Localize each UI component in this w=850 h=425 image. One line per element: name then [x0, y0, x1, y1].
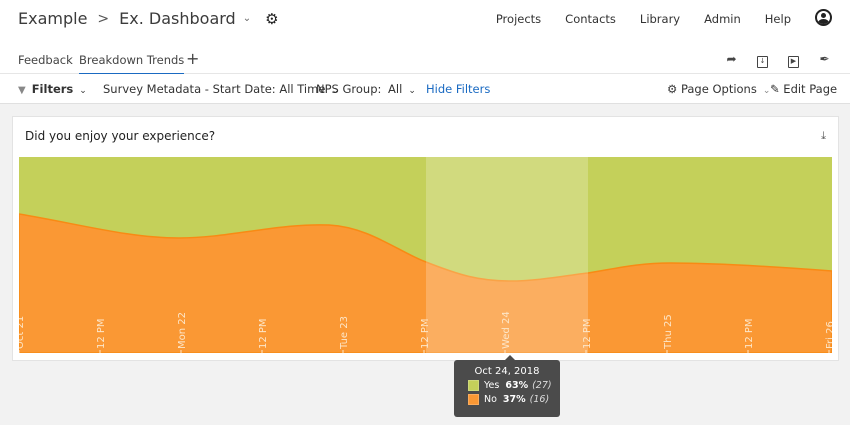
tooltip-count: (16)	[529, 394, 550, 405]
page-options-label: Page Options	[680, 82, 757, 96]
tooltip-count: (27)	[532, 380, 552, 391]
nav-admin[interactable]: Admin	[704, 12, 741, 26]
x-label: 12 PM	[96, 318, 107, 349]
edit-page-button[interactable]: ✎ Edit Page	[770, 82, 837, 96]
x-label: Fri 26	[825, 321, 832, 349]
funnel-icon: ▼	[18, 85, 26, 96]
x-label: 12 PM	[744, 318, 755, 349]
x-label: Wed 24	[501, 311, 512, 349]
nps-group-value: All	[388, 82, 403, 96]
edit-page-label: Edit Page	[783, 82, 838, 96]
x-label: Tue 23	[339, 316, 350, 350]
paint-brush-icon[interactable]: ✒	[819, 52, 830, 66]
chevron-down-icon: ⌄	[331, 86, 339, 96]
gear-icon: ⚙	[667, 82, 678, 96]
user-account-icon[interactable]	[815, 9, 832, 26]
tab-breakdown-trends[interactable]: Breakdown Trends	[79, 53, 185, 75]
chart-tooltip: Oct 24, 2018 Yes 63% (27) No 37% (16)	[454, 355, 560, 417]
add-tab-button[interactable]: +	[186, 49, 200, 68]
breadcrumb-separator: >	[97, 10, 110, 27]
tab-bar: Feedback Breakdown Trends + ➦ ↓ ▶ ✒	[0, 40, 850, 75]
tab-feedback[interactable]: Feedback	[18, 53, 73, 67]
top-bar: Example > Ex. Dashboard ⌄ ⚙ Projects Con…	[0, 0, 850, 40]
x-label: Oct 21	[19, 316, 26, 349]
share-icon[interactable]: ➦	[726, 52, 737, 66]
widget-title: Did you enjoy your experience?	[25, 129, 216, 143]
export-icon[interactable]: ↓	[747, 52, 778, 68]
metadata-filter-label: Survey Metadata - Start Date: All Time	[103, 82, 326, 96]
chevron-down-icon[interactable]: ⌄	[242, 13, 252, 24]
x-label: 12 PM	[258, 318, 269, 349]
tooltip-label: No	[484, 394, 497, 405]
metadata-filter-dropdown[interactable]: Survey Metadata - Start Date: All Time ⌄	[103, 82, 339, 96]
nav-help[interactable]: Help	[764, 12, 791, 26]
filter-bar: ▼ Filters ⌄ Survey Metadata - Start Date: …	[0, 74, 850, 104]
nav-projects[interactable]: Projects	[495, 12, 542, 26]
nps-group-label: NPS Group:	[316, 82, 382, 96]
x-label: Mon 22	[177, 312, 188, 349]
dashboard-selector[interactable]: Ex. Dashboard	[119, 9, 236, 28]
tooltip-row-no: No 37% (16)	[468, 394, 560, 405]
nav-contacts[interactable]: Contacts	[565, 12, 616, 26]
nps-group-dropdown[interactable]: NPS Group: All ⌄	[316, 82, 416, 96]
no-area	[19, 213, 832, 353]
x-axis-ticks	[19, 350, 830, 353]
x-label: Thu 25	[663, 314, 674, 350]
page-options-dropdown[interactable]: ⚙ Page Options ⌄	[667, 82, 770, 96]
stacked-area-chart[interactable]: Oct 21 12 PM Mon 22 12 PM Tue 23 12 PM W…	[19, 157, 832, 353]
top-nav: Projects Contacts Library Admin Help	[495, 9, 850, 26]
tooltip-row-yes: Yes 63% (27)	[468, 380, 560, 391]
x-axis-labels: Oct 21 12 PM Mon 22 12 PM Tue 23 12 PM W…	[19, 311, 832, 350]
hover-highlight-band	[426, 157, 588, 353]
gear-icon[interactable]: ⚙	[265, 9, 279, 28]
legend-swatch-no	[468, 394, 479, 405]
x-label: 12 PM	[582, 318, 593, 349]
chevron-down-icon: ⌄	[762, 86, 771, 96]
filters-label: Filters	[31, 82, 74, 96]
tooltip-percent: 37%	[502, 394, 526, 405]
widget-card: Did you enjoy your experience? ⤓ Oct 21 …	[12, 116, 839, 361]
chevron-down-icon: ⌄	[79, 86, 87, 96]
filters-toggle[interactable]: ▼ Filters ⌄	[18, 82, 87, 96]
page-actions: ➦ ↓ ▶ ✒	[716, 52, 840, 68]
chevron-down-icon: ⌄	[408, 86, 416, 96]
breadcrumb-root[interactable]: Example	[18, 9, 88, 28]
pencil-icon: ✎	[770, 82, 780, 96]
present-icon[interactable]: ▶	[778, 52, 809, 68]
nav-library[interactable]: Library	[639, 12, 681, 26]
tooltip-percent: 63%	[505, 380, 529, 391]
tooltip-label: Yes	[484, 380, 500, 391]
legend-swatch-yes	[468, 380, 479, 391]
breadcrumb: Example > Ex. Dashboard ⌄ ⚙	[18, 9, 279, 28]
download-icon[interactable]: ⤓	[821, 129, 826, 142]
x-label: 12 PM	[420, 318, 431, 349]
tooltip-date: Oct 24, 2018	[474, 366, 540, 377]
hide-filters-link[interactable]: Hide Filters	[426, 82, 491, 96]
